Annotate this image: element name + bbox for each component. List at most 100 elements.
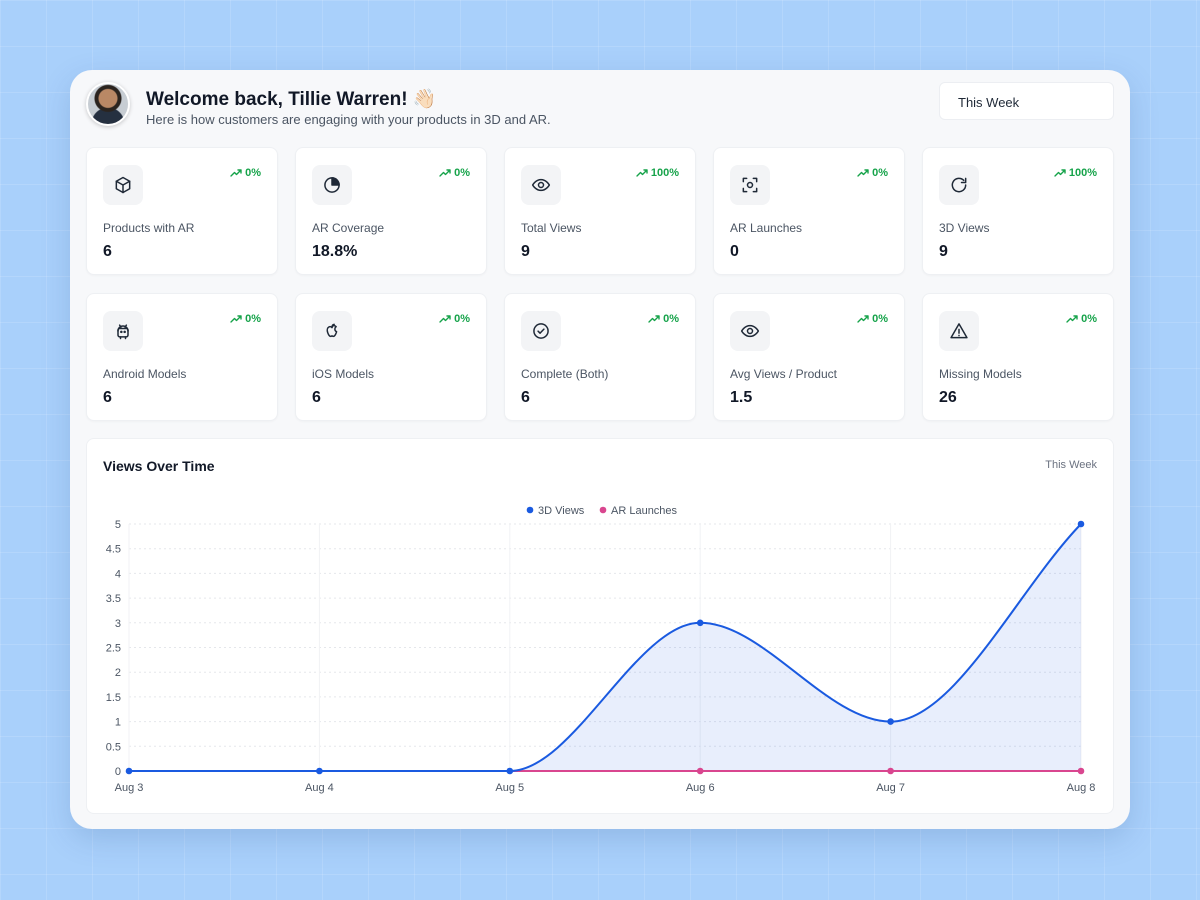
dashboard-panel: Welcome back, Tillie Warren! 👋🏻 Here is … xyxy=(70,70,1130,829)
trend-up-icon xyxy=(230,169,242,177)
stat-card: 100% 3D Views 9 xyxy=(922,147,1114,275)
scan-icon xyxy=(730,165,770,205)
y-tick-label: 3.5 xyxy=(106,593,121,605)
stat-value: 18.8% xyxy=(312,243,358,260)
stat-value: 0 xyxy=(730,243,739,260)
eye-icon xyxy=(730,311,770,351)
trend-up-icon xyxy=(648,315,660,323)
data-point-3d-views xyxy=(696,619,704,627)
trend-value: 0% xyxy=(454,313,470,325)
stat-value: 1.5 xyxy=(730,389,753,406)
welcome-subtitle: Here is how customers are engaging with … xyxy=(146,112,551,127)
trend-value: 100% xyxy=(1068,167,1097,179)
y-tick-label: 1.5 xyxy=(106,692,121,704)
series-area-3d-views xyxy=(129,524,1081,771)
data-point-3d-views xyxy=(887,718,894,725)
stat-label: Avg Views / Product xyxy=(730,367,837,381)
chart-period: This Week xyxy=(1045,459,1097,471)
welcome-title: Welcome back, Tillie Warren! 👋🏻 xyxy=(146,89,437,110)
stat-label: Total Views xyxy=(521,221,582,235)
trend-up-icon xyxy=(439,169,451,177)
stat-value: 6 xyxy=(103,243,112,260)
x-tick-label: Aug 4 xyxy=(305,782,334,794)
legend-label: 3D Views xyxy=(538,505,585,517)
stat-card: 0% Android Models 6 xyxy=(86,293,278,421)
trend-badge: 0% xyxy=(857,313,888,325)
stat-label: AR Coverage xyxy=(312,221,385,235)
data-point-3d-views xyxy=(316,767,323,775)
warning-icon xyxy=(939,311,979,351)
trend-value: 100% xyxy=(650,167,679,179)
data-point-ar-launches xyxy=(696,767,704,775)
views-chart-card: Views Over Time This Week 0 0.5 1 1.5 2 2.5 3 3… xyxy=(86,438,1114,814)
trend-up-icon xyxy=(636,169,648,177)
views-chart: 0 0.5 1 1.5 2 2.5 3 3.5 4 4.5 5 Aug 3 Aug 4 Aug 5 Aug … xyxy=(106,505,1096,794)
trend-up-icon xyxy=(1054,169,1066,177)
data-point-ar-launches xyxy=(887,767,894,775)
stat-card: 0% AR Coverage 18.8% xyxy=(295,147,487,275)
trend-badge: 0% xyxy=(1066,313,1097,325)
x-tick-label: Aug 7 xyxy=(876,782,905,794)
trend-badge: 0% xyxy=(648,313,679,325)
y-tick-label: 3 xyxy=(115,618,121,630)
stat-value: 6 xyxy=(521,389,530,406)
y-tick-label: 1 xyxy=(115,717,121,729)
check-circle-icon xyxy=(521,311,561,351)
eye-icon xyxy=(521,165,561,205)
stat-value: 9 xyxy=(521,243,530,260)
trend-badge: 0% xyxy=(230,313,261,325)
y-tick-label: 2 xyxy=(115,667,121,679)
y-tick-label: 0 xyxy=(115,766,121,778)
x-tick-label: Aug 5 xyxy=(495,782,524,794)
stat-label: Products with AR xyxy=(103,221,195,235)
header: Welcome back, Tillie Warren! 👋🏻 Here is … xyxy=(86,82,1114,132)
stat-value: 26 xyxy=(939,389,957,406)
avatar[interactable] xyxy=(86,82,130,126)
trend-badge: 0% xyxy=(230,167,261,179)
stat-label: iOS Models xyxy=(312,367,375,381)
period-select[interactable]: This Week xyxy=(939,82,1114,120)
trend-up-icon xyxy=(1066,315,1078,323)
trend-up-icon xyxy=(857,315,869,323)
trend-value: 0% xyxy=(872,313,888,325)
stat-label: Missing Models xyxy=(939,367,1022,381)
stat-card: 0% Missing Models 26 xyxy=(922,293,1114,421)
trend-value: 0% xyxy=(872,167,888,179)
data-point-3d-views xyxy=(1077,520,1085,528)
legend-marker xyxy=(526,506,534,514)
trend-value: 0% xyxy=(245,167,261,179)
stat-value: 6 xyxy=(103,389,112,406)
trend-up-icon xyxy=(857,169,869,177)
data-point-3d-views xyxy=(506,767,514,775)
stat-label: AR Launches xyxy=(730,221,803,235)
legend-marker xyxy=(599,506,607,514)
trend-value: 0% xyxy=(454,167,470,179)
stat-label: Complete (Both) xyxy=(521,367,609,381)
trend-badge: 100% xyxy=(636,167,679,179)
data-point-ar-launches xyxy=(1077,767,1085,775)
legend-label: AR Launches xyxy=(611,505,678,517)
trend-badge: 0% xyxy=(857,167,888,179)
trend-badge: 0% xyxy=(439,167,470,179)
x-tick-label: Aug 3 xyxy=(115,782,144,794)
stat-card: 0% Avg Views / Product 1.5 xyxy=(713,293,905,421)
pie-chart-icon xyxy=(312,165,352,205)
y-tick-label: 2.5 xyxy=(106,643,121,655)
y-tick-label: 0.5 xyxy=(106,741,121,753)
cube-icon xyxy=(103,165,143,205)
trend-value: 0% xyxy=(1081,313,1097,325)
x-tick-label: Aug 8 xyxy=(1067,782,1096,794)
trend-value: 0% xyxy=(245,313,261,325)
stat-card: 100% Total Views 9 xyxy=(504,147,696,275)
rotate-icon xyxy=(939,165,979,205)
stat-label: Android Models xyxy=(103,367,187,381)
y-tick-label: 4 xyxy=(115,568,121,580)
trend-badge: 100% xyxy=(1054,167,1097,179)
android-icon xyxy=(103,311,143,351)
data-point-3d-views xyxy=(125,767,133,775)
apple-icon xyxy=(312,311,352,351)
stat-label: 3D Views xyxy=(939,221,990,235)
stat-card: 0% Products with AR 6 xyxy=(86,147,278,275)
y-tick-label: 5 xyxy=(115,519,121,531)
chart-title: Views Over Time xyxy=(103,458,215,474)
